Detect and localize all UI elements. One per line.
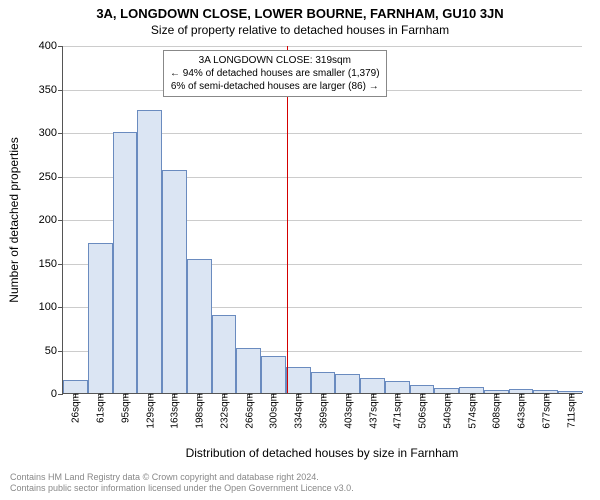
callout-line: ← 94% of detached houses are smaller (1,…	[170, 67, 380, 80]
reference-line	[287, 46, 288, 393]
x-tick-label: 403sqm	[341, 393, 354, 429]
plot-area: 05010015020025030035040026sqm61sqm95sqm1…	[62, 46, 582, 394]
footer-line-2: Contains public sector information licen…	[10, 483, 354, 494]
callout-box: 3A LONGDOWN CLOSE: 319sqm← 94% of detach…	[163, 50, 387, 97]
histogram-bar	[360, 378, 385, 393]
histogram-bar	[385, 381, 410, 393]
histogram-bar	[63, 380, 88, 393]
x-tick-label: 711sqm	[564, 393, 577, 428]
histogram-bar	[113, 132, 138, 393]
footer-attribution: Contains HM Land Registry data © Crown c…	[10, 472, 354, 495]
x-tick-label: 163sqm	[168, 393, 181, 429]
x-tick-label: 266sqm	[242, 393, 255, 429]
histogram-bar	[88, 243, 113, 393]
x-tick-label: 540sqm	[440, 393, 453, 429]
histogram-bar	[212, 315, 237, 393]
x-tick-label: 506sqm	[416, 393, 429, 429]
x-tick-label: 334sqm	[292, 393, 305, 429]
histogram-bar	[335, 374, 360, 393]
histogram-bar	[187, 259, 212, 393]
x-tick-label: 26sqm	[69, 393, 82, 423]
x-tick-label: 300sqm	[267, 393, 280, 429]
y-tick-label: 150	[39, 258, 63, 270]
x-tick-label: 61sqm	[94, 393, 107, 423]
x-tick-label: 608sqm	[490, 393, 503, 429]
histogram-bar	[162, 170, 187, 393]
y-axis-title: Number of detached properties	[7, 137, 21, 302]
gridline	[63, 46, 582, 47]
x-tick-label: 232sqm	[217, 393, 230, 429]
chart-title: 3A, LONGDOWN CLOSE, LOWER BOURNE, FARNHA…	[0, 0, 600, 21]
x-tick-label: 198sqm	[193, 393, 206, 429]
histogram-bar	[236, 348, 261, 393]
y-tick-label: 400	[39, 40, 63, 52]
histogram-bar	[286, 367, 311, 393]
x-tick-label: 369sqm	[317, 393, 330, 429]
y-tick-label: 100	[39, 301, 63, 313]
y-tick-label: 250	[39, 171, 63, 183]
footer-line-1: Contains HM Land Registry data © Crown c…	[10, 472, 354, 483]
histogram-bar	[261, 356, 286, 393]
x-axis-title: Distribution of detached houses by size …	[62, 446, 582, 460]
x-tick-label: 437sqm	[366, 393, 379, 429]
y-tick-label: 50	[45, 345, 63, 357]
y-tick-label: 200	[39, 214, 63, 226]
x-tick-label: 643sqm	[515, 393, 528, 429]
histogram-bar	[410, 385, 435, 393]
histogram-bar	[137, 110, 162, 393]
x-tick-label: 574sqm	[465, 393, 478, 429]
x-tick-label: 129sqm	[143, 393, 156, 429]
histogram-bar	[311, 372, 336, 393]
y-tick-label: 350	[39, 84, 63, 96]
callout-title: 3A LONGDOWN CLOSE: 319sqm	[170, 54, 380, 67]
x-tick-label: 95sqm	[118, 393, 131, 423]
histogram-chart: 3A, LONGDOWN CLOSE, LOWER BOURNE, FARNHA…	[0, 0, 600, 500]
y-tick-label: 300	[39, 127, 63, 139]
x-tick-label: 677sqm	[539, 393, 552, 429]
chart-subtitle: Size of property relative to detached ho…	[0, 21, 600, 37]
callout-line: 6% of semi-detached houses are larger (8…	[170, 80, 380, 93]
x-tick-label: 471sqm	[391, 393, 404, 429]
y-tick-label: 0	[51, 388, 63, 400]
